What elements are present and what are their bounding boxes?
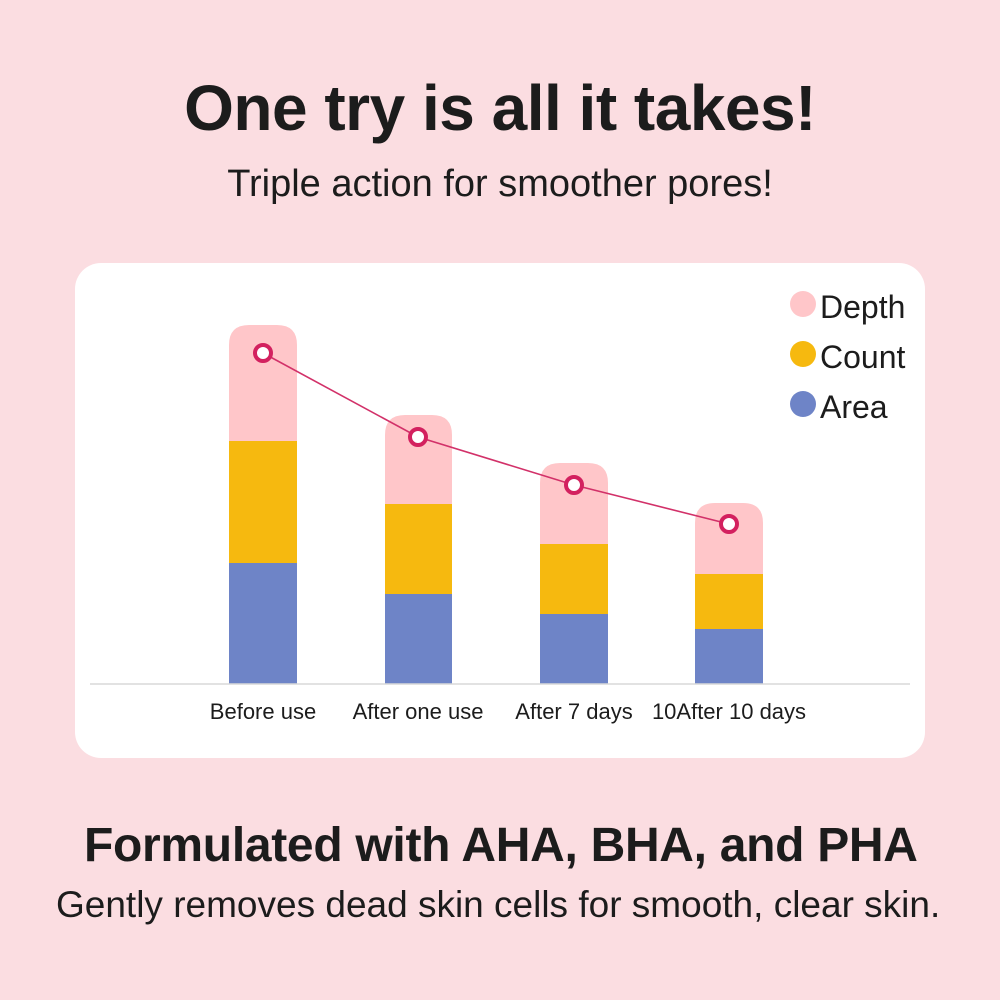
svg-text:Before use: Before use [210,699,316,724]
svg-text:Count: Count [820,339,906,375]
svg-text:10After 10 days: 10After 10 days [652,699,806,724]
svg-text:Depth: Depth [820,289,905,325]
svg-text:Area: Area [820,389,888,425]
svg-text:After one use: After one use [353,699,484,724]
svg-text:After 7 days: After 7 days [515,699,632,724]
